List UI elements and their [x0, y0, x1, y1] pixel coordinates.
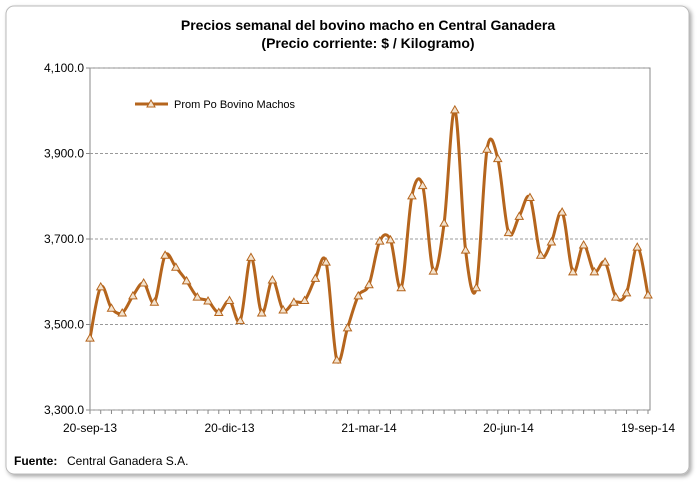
point-marker [256, 307, 267, 317]
point-marker [471, 282, 482, 292]
point-marker [407, 190, 417, 200]
point-marker [610, 292, 621, 301]
point-marker [535, 250, 546, 259]
legend-marker [146, 98, 156, 108]
y-tick-label: 3,300.0 [44, 403, 84, 417]
point-marker [310, 273, 321, 282]
x-tick-label: 21-mar-14 [341, 421, 397, 435]
point-marker [643, 289, 653, 299]
point-marker [396, 282, 407, 292]
point-marker [203, 295, 213, 305]
point-marker [181, 275, 192, 285]
point-marker [353, 290, 364, 300]
point-marker [492, 153, 503, 163]
point-marker [224, 295, 235, 305]
point-marker [621, 287, 632, 297]
point-marker [213, 307, 224, 317]
point-marker [235, 315, 246, 325]
point-marker [128, 290, 138, 300]
y-tick-label: 3,700.0 [44, 232, 84, 246]
point-marker [600, 257, 610, 266]
point-marker [331, 354, 342, 364]
legend-label: Prom Po Bovino Machos [174, 99, 296, 111]
y-tick-label: 3,500.0 [44, 318, 84, 332]
point-marker [417, 180, 428, 190]
point-marker [525, 192, 535, 202]
point-marker [449, 104, 460, 114]
source: Central Ganadera S.A. [67, 454, 188, 468]
point-marker [170, 262, 181, 271]
point-marker [160, 250, 170, 259]
point-marker [578, 239, 589, 249]
point-marker [482, 144, 492, 153]
point-marker [632, 242, 643, 251]
x-tick-label: 20-jun-14 [483, 421, 534, 435]
point-marker [85, 333, 95, 342]
point-marker [106, 303, 117, 312]
y-tick-label: 3,900.0 [44, 147, 84, 161]
point-marker [267, 275, 278, 284]
x-tick-label: 20-sep-13 [63, 421, 117, 435]
point-marker [385, 234, 396, 244]
point-marker [589, 266, 600, 276]
point-marker [117, 307, 128, 317]
x-tick-label: 20-dic-13 [204, 421, 254, 435]
point-marker [557, 207, 568, 216]
point-marker [374, 236, 385, 245]
point-marker [428, 266, 439, 275]
point-marker [546, 236, 557, 246]
point-marker [289, 297, 299, 306]
point-marker [95, 281, 106, 291]
point-marker [149, 297, 160, 306]
point-marker [342, 322, 353, 332]
point-marker [138, 278, 149, 287]
point-marker [568, 266, 578, 276]
x-tick-label: 19-sep-14 [621, 421, 675, 435]
y-tick-label: 4,100.0 [44, 61, 84, 75]
chart-subtitle: (Precio corriente: $ / Kilogramo) [261, 35, 474, 51]
point-marker [278, 304, 289, 314]
point-marker [503, 227, 514, 237]
point-marker [460, 245, 471, 254]
point-marker [364, 279, 374, 289]
point-marker [299, 295, 310, 305]
point-marker [321, 257, 331, 266]
chart-frame [5, 5, 690, 475]
point-marker [514, 211, 525, 220]
point-marker [439, 218, 449, 227]
chart-title: Precios semanal del bovino macho en Cent… [181, 17, 555, 33]
point-marker [246, 252, 256, 261]
source-label: Fuente: [14, 454, 57, 468]
point-marker [192, 292, 203, 301]
